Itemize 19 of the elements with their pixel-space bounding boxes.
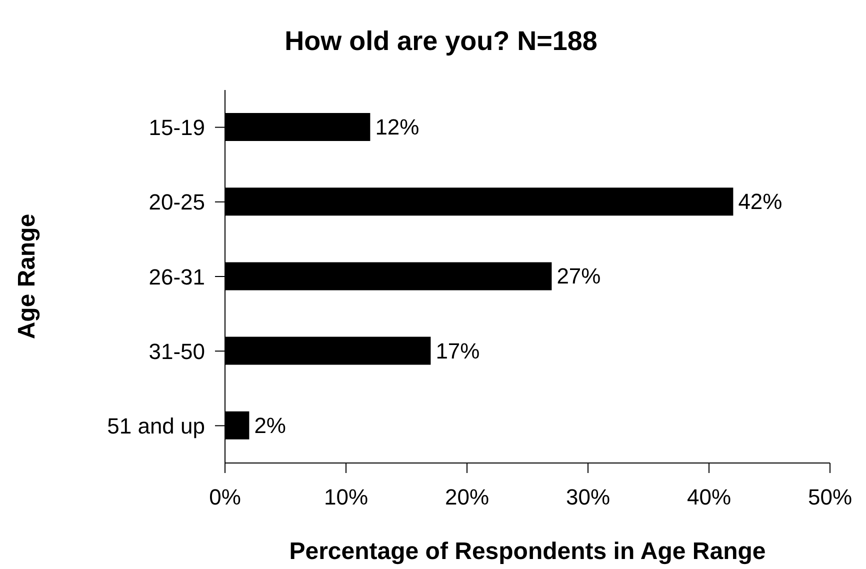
x-tick-label: 50% <box>808 484 852 510</box>
chart-title: How old are you? N=188 <box>284 25 598 58</box>
data-label: 27% <box>556 264 601 289</box>
x-tick-label: 0% <box>209 484 241 510</box>
data-label: 2% <box>254 412 286 438</box>
x-tick-label: 30% <box>566 484 610 510</box>
x-tick-label: 10% <box>324 484 368 510</box>
x-axis-title: Percentage of Respondents in Age Range <box>289 538 766 565</box>
data-label: 12% <box>375 114 420 140</box>
y-axis-title: Age Range <box>14 214 41 340</box>
y-tick-label: 20-25 <box>148 190 205 215</box>
y-tick-label: 51 and up <box>107 414 205 439</box>
y-tick-label: 31-50 <box>148 338 205 364</box>
data-label: 42% <box>738 189 782 214</box>
x-tick-label: 20% <box>444 484 490 510</box>
y-tick-label: 15-19 <box>148 115 205 140</box>
data-label: 17% <box>436 338 480 364</box>
x-tick-label: 40% <box>686 484 732 510</box>
y-tick-label: 26-31 <box>148 264 205 290</box>
